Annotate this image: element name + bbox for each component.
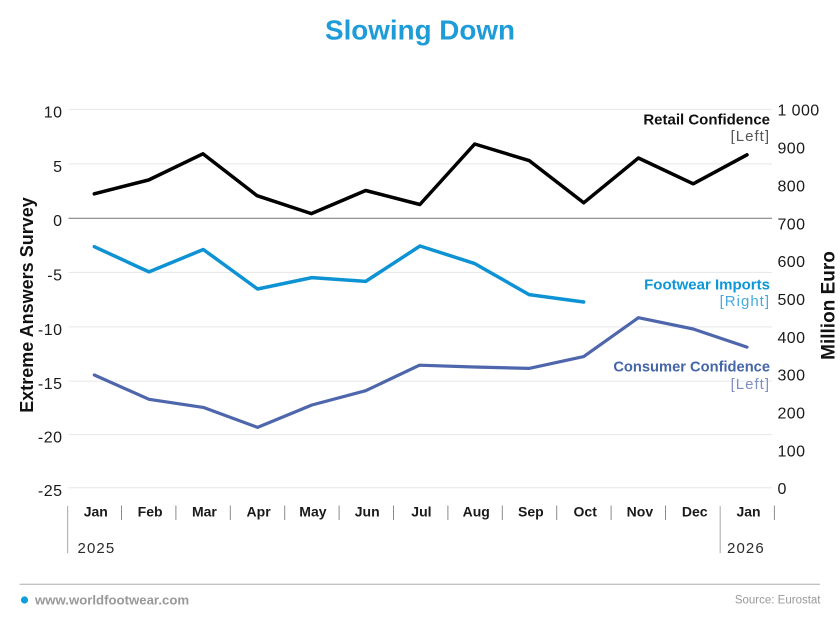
svg-text:600: 600 — [778, 254, 806, 271]
svg-text:-20: -20 — [38, 430, 63, 447]
svg-text:Apr: Apr — [247, 504, 272, 520]
svg-text:Extreme Answers Survey: Extreme Answers Survey — [17, 197, 37, 412]
svg-text:Jan: Jan — [736, 504, 760, 520]
svg-text:400: 400 — [778, 330, 806, 347]
svg-text:[Left]: [Left] — [731, 128, 770, 145]
svg-text:www.worldfootwear.com: www.worldfootwear.com — [34, 593, 189, 608]
svg-text:[Right]: [Right] — [720, 293, 770, 310]
svg-text:May: May — [299, 504, 326, 520]
svg-text:100: 100 — [778, 443, 806, 460]
svg-text:-15: -15 — [38, 376, 63, 393]
svg-text:Retail Confidence: Retail Confidence — [643, 112, 770, 129]
svg-text:Slowing Down: Slowing Down — [325, 15, 515, 46]
svg-text:200: 200 — [778, 406, 806, 423]
svg-text:Feb: Feb — [138, 504, 163, 520]
svg-text:Jan: Jan — [84, 504, 108, 520]
svg-text:[Left]: [Left] — [731, 376, 770, 393]
svg-text:-5: -5 — [47, 267, 62, 284]
svg-text:10: 10 — [44, 104, 63, 121]
svg-text:Oct: Oct — [574, 504, 598, 520]
svg-text:Source: Eurostat: Source: Eurostat — [735, 595, 821, 607]
svg-text:Dec: Dec — [682, 504, 708, 520]
svg-text:0: 0 — [778, 481, 787, 498]
svg-text:800: 800 — [778, 178, 806, 195]
svg-text:2025: 2025 — [78, 540, 116, 557]
svg-text:-10: -10 — [38, 322, 63, 339]
svg-text:-25: -25 — [38, 483, 63, 500]
svg-text:300: 300 — [778, 368, 806, 385]
svg-text:Consumer Confidence: Consumer Confidence — [613, 360, 770, 376]
svg-text:2026: 2026 — [727, 540, 765, 557]
svg-text:700: 700 — [778, 216, 806, 233]
svg-text:Nov: Nov — [627, 504, 654, 520]
svg-text:Million Euro: Million Euro — [819, 251, 840, 360]
svg-text:500: 500 — [778, 292, 806, 309]
svg-text:Footwear Imports: Footwear Imports — [644, 276, 770, 293]
svg-text:Sep: Sep — [518, 504, 544, 520]
svg-text:Mar: Mar — [192, 504, 217, 520]
svg-text:Jun: Jun — [355, 504, 380, 520]
svg-text:0: 0 — [53, 213, 62, 230]
svg-text:Jul: Jul — [411, 504, 431, 520]
svg-text:900: 900 — [778, 141, 806, 158]
svg-text:1 000: 1 000 — [778, 103, 820, 120]
svg-text:Aug: Aug — [463, 504, 490, 520]
svg-text:5: 5 — [53, 159, 62, 176]
